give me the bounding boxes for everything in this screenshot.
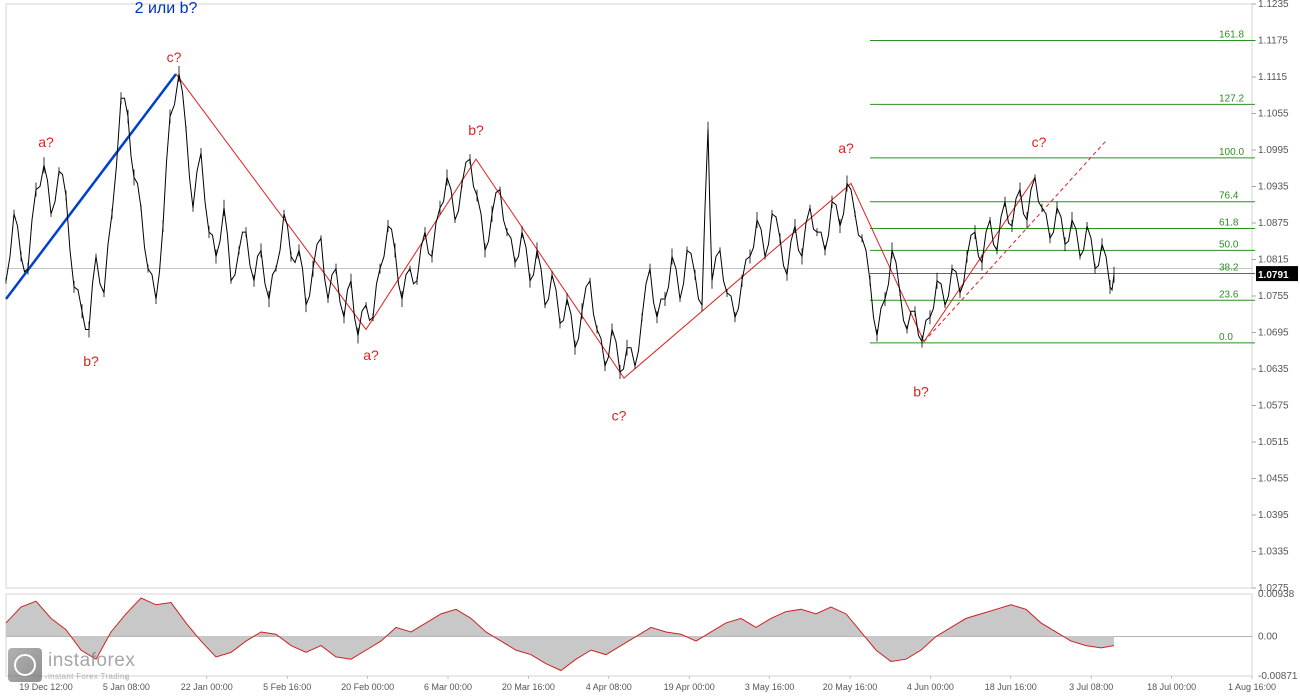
- y-tick-label: 1.1175: [1258, 36, 1288, 47]
- y-tick-label: 1.0635: [1258, 364, 1289, 375]
- y-tick-label: 1.0335: [1258, 547, 1289, 558]
- fib-label: 76.4: [1219, 191, 1239, 202]
- wave-label: c?: [612, 408, 627, 424]
- fib-label: 23.6: [1219, 289, 1239, 300]
- osc-tick-label: 0.00: [1258, 632, 1278, 643]
- wave-label: b?: [468, 122, 484, 138]
- brand-icon: [8, 648, 42, 682]
- x-tick-label: 1 Aug 16:00: [1228, 682, 1276, 692]
- fib-label: 127.2: [1219, 93, 1244, 104]
- watermark-main: instaforex: [48, 650, 135, 672]
- watermark: instaforex instant Forex Trading: [8, 648, 135, 682]
- y-tick-label: 1.0395: [1258, 510, 1289, 521]
- y-tick-label: 1.0815: [1258, 255, 1289, 266]
- y-tick-label: 1.0995: [1258, 145, 1289, 156]
- y-tick-label: 1.0455: [1258, 474, 1289, 485]
- y-tick-label: 1.0755: [1258, 291, 1289, 302]
- wave-label: a?: [838, 140, 854, 156]
- wave-label: b?: [913, 383, 929, 399]
- wave-label: c?: [1032, 134, 1047, 150]
- x-tick-label: 20 May 16:00: [823, 682, 878, 692]
- y-tick-label: 1.0935: [1258, 182, 1289, 193]
- y-tick-label: 1.0575: [1258, 401, 1289, 412]
- wave-label: a?: [363, 347, 379, 363]
- y-tick-label: 1.1055: [1258, 109, 1289, 120]
- trading-chart: 1.1235 1.1175 1.1115 1.1055 1.0995 1.0935 1.08…: [0, 0, 1300, 700]
- x-tick-label: 4 Apr 08:00: [586, 682, 632, 692]
- fib-label: 61.8: [1219, 217, 1239, 228]
- y-tick-label: 1.0695: [1258, 328, 1289, 339]
- osc-tick-label: -0.00871: [1258, 671, 1298, 682]
- x-tick-label: 5 Jan 08:00: [103, 682, 150, 692]
- y-tick-label: 1.0875: [1258, 218, 1289, 229]
- y-tick-label: 1.1115: [1258, 72, 1288, 83]
- x-tick-label: 18 Jun 16:00: [985, 682, 1037, 692]
- x-tick-label: 3 May 16:00: [745, 682, 795, 692]
- wave-label: a?: [38, 134, 54, 150]
- x-tick-label: 18 Jul 00:00: [1147, 682, 1196, 692]
- watermark-sub: instant Forex Trading: [48, 672, 135, 681]
- x-tick-label: 22 Jan 00:00: [181, 682, 233, 692]
- fib-label: 50.0: [1219, 239, 1239, 250]
- x-tick-label: 5 Feb 16:00: [263, 682, 311, 692]
- x-tick-label: 20 Feb 00:00: [341, 682, 394, 692]
- x-tick-label: 19 Dec 12:00: [19, 682, 73, 692]
- wave-label: 2 или b?: [135, 0, 198, 17]
- x-tick-label: 6 Mar 00:00: [424, 682, 472, 692]
- x-tick-label: 3 Jul 08:00: [1069, 682, 1113, 692]
- fib-label: 161.8: [1219, 30, 1244, 41]
- y-tick-label: 1.1235: [1258, 0, 1289, 10]
- x-tick-label: 19 Apr 00:00: [664, 682, 715, 692]
- osc-tick-label: 0.00938: [1258, 589, 1295, 600]
- fib-label: 0.0: [1219, 332, 1233, 343]
- fib-label: 38.2: [1219, 262, 1239, 273]
- wave-label: b?: [83, 353, 99, 369]
- fib-label: 100.0: [1219, 147, 1244, 158]
- y-tick-label: 1.0515: [1258, 437, 1289, 448]
- wave-label: c?: [167, 49, 182, 65]
- x-tick-label: 20 Mar 16:00: [502, 682, 555, 692]
- current-price: 1.0791: [1258, 270, 1289, 281]
- x-tick-label: 4 Jun 00:00: [907, 682, 954, 692]
